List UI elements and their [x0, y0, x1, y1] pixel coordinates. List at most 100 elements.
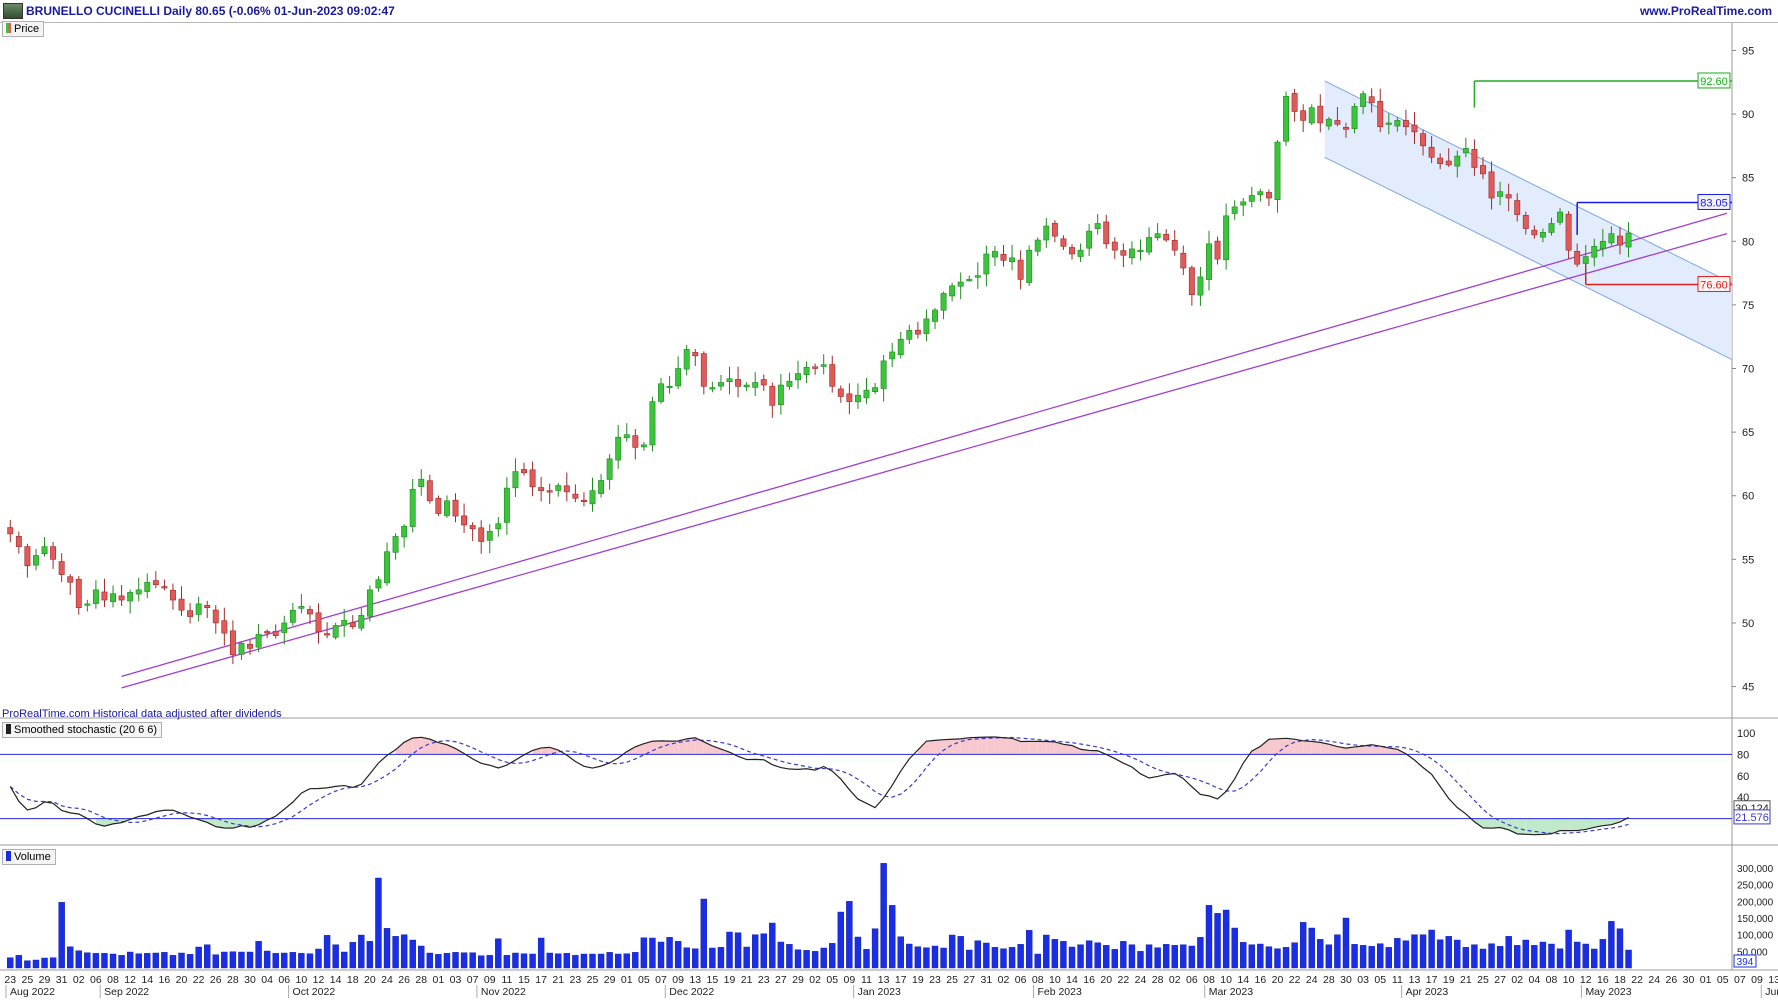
- volume-bar: [786, 944, 793, 969]
- candle-body: [418, 478, 425, 487]
- volume-bar: [272, 953, 279, 969]
- x-axis-day-label: 08: [1546, 974, 1558, 986]
- stoch-overbought-fill: [1268, 738, 1278, 755]
- volume-swatch-icon: [6, 851, 11, 861]
- candle-body: [666, 386, 673, 389]
- x-axis-day-label: 06: [1015, 974, 1027, 986]
- x-axis-day-label: 03: [450, 974, 462, 986]
- volume-bar: [126, 951, 134, 969]
- level-value-mid: 83.05: [1700, 197, 1728, 209]
- volume-bar: [109, 953, 117, 969]
- candle-body: [67, 576, 74, 583]
- x-axis-day-label: 16: [1083, 974, 1095, 986]
- candle-body: [940, 293, 947, 311]
- x-axis-day-label: 09: [844, 974, 856, 986]
- candle-body: [1248, 195, 1255, 202]
- candle-body: [1420, 133, 1426, 147]
- stochastic-legend: Smoothed stochastic (20 6 6): [2, 722, 163, 738]
- x-axis-day-label: 09: [672, 974, 684, 986]
- volume-bar: [1085, 940, 1093, 969]
- x-axis-day-label: 26: [398, 974, 410, 986]
- stoch-overbought-fill: [438, 742, 447, 755]
- volume-bar: [452, 952, 459, 969]
- volume-bar: [1591, 948, 1598, 969]
- candle-body: [606, 458, 613, 480]
- x-axis-day-label: 23: [929, 974, 941, 986]
- candle-body: [675, 368, 682, 387]
- candle-body: [1171, 240, 1178, 251]
- x-axis-month-label: Nov 2022: [481, 986, 526, 998]
- price-axis-label: 50: [1742, 618, 1754, 630]
- x-axis-day-label: 20: [176, 974, 188, 986]
- volume-bar: [1051, 939, 1059, 969]
- site-link[interactable]: www.ProRealTime.com: [1639, 4, 1772, 18]
- price-axis-label: 70: [1742, 364, 1754, 376]
- candle-body: [1428, 146, 1435, 158]
- candle-body: [1557, 211, 1563, 223]
- volume-bar: [1274, 948, 1281, 969]
- volume-bar: [1257, 943, 1264, 969]
- volume-bar: [520, 953, 528, 969]
- stoch-axis-label: 80: [1737, 749, 1749, 761]
- candle-body: [178, 598, 185, 611]
- candle-body: [1617, 235, 1623, 246]
- stoch-overbought-fill: [1337, 746, 1346, 755]
- volume-bar: [974, 940, 982, 969]
- volume-bar: [914, 946, 922, 969]
- volume-bar: [263, 950, 271, 969]
- candle-body: [743, 384, 750, 388]
- stoch-oversold-fill: [1577, 818, 1586, 831]
- candle-body: [1462, 148, 1469, 154]
- candle-body: [752, 382, 759, 388]
- stoch-overbought-fill: [1286, 738, 1295, 755]
- candle-body: [1137, 249, 1144, 252]
- candle-body: [1111, 241, 1118, 251]
- x-axis-day-label: 31: [56, 974, 68, 986]
- volume-bar: [726, 931, 733, 969]
- volume-bar: [400, 934, 408, 969]
- volume-bar: [674, 941, 682, 969]
- volume-bar: [1445, 936, 1452, 969]
- volume-bar: [1222, 909, 1230, 969]
- volume-bar: [41, 957, 48, 969]
- candle-body: [1240, 201, 1247, 206]
- candle-body: [683, 349, 690, 370]
- price-layer: [7, 80, 1733, 689]
- stoch-overbought-fill: [695, 737, 704, 755]
- volume-bar: [409, 939, 416, 969]
- stoch-overbought-fill: [1320, 742, 1329, 755]
- volume-bar: [1377, 943, 1384, 969]
- volume-bar: [204, 944, 211, 969]
- candle-body: [1009, 257, 1016, 262]
- candle-body: [769, 385, 776, 406]
- stoch-oversold-fill: [1491, 818, 1501, 829]
- candle-body: [1488, 171, 1495, 199]
- volume-bar: [418, 945, 425, 969]
- candle-body: [580, 499, 587, 502]
- candle-body: [238, 642, 245, 655]
- x-axis-day-label: 29: [792, 974, 804, 986]
- volume-bar: [15, 955, 23, 969]
- candle-body: [1445, 160, 1452, 166]
- candle-body: [1086, 230, 1093, 249]
- x-axis-month-label: Apr 2023: [1406, 986, 1449, 998]
- candle-body: [187, 610, 194, 617]
- candle-body: [983, 253, 990, 275]
- x-axis-day-label: 08: [107, 974, 119, 986]
- volume-bar: [1205, 905, 1213, 969]
- volume-bar: [1008, 947, 1016, 969]
- candle-body: [649, 401, 656, 446]
- x-axis-day-label: 05: [1374, 974, 1386, 986]
- stoch-overbought-fill: [1311, 741, 1321, 755]
- stoch-overbought-fill: [1388, 747, 1398, 755]
- volume-bar: [829, 943, 836, 969]
- volume-bar: [152, 952, 160, 969]
- x-axis-day-label: 28: [415, 974, 427, 986]
- volume-bar: [597, 953, 605, 969]
- price-swatch-icon: [6, 23, 11, 33]
- stoch-overbought-fill: [412, 737, 422, 755]
- x-axis-day-label: 22: [1289, 974, 1301, 986]
- x-axis-day-label: 11: [1392, 974, 1403, 986]
- volume-bar: [854, 936, 862, 969]
- volume-bar: [169, 955, 177, 969]
